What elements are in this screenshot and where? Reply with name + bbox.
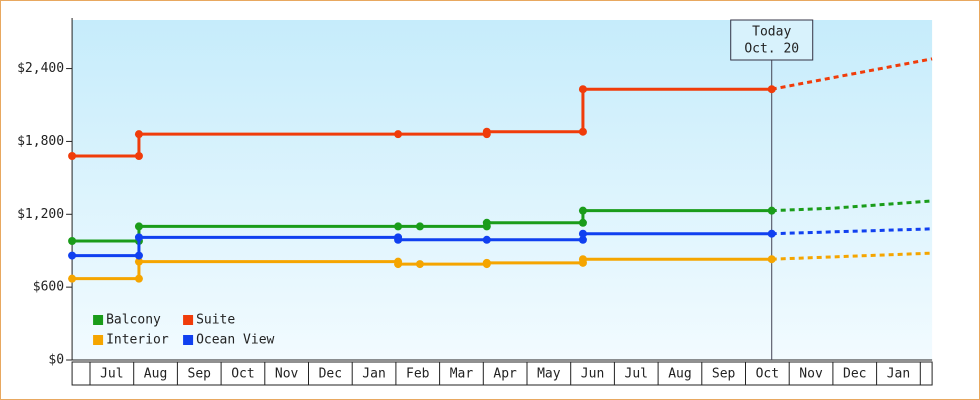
forecast-line — [771, 199, 933, 213]
x-tick-label: Nov — [799, 367, 823, 382]
point — [415, 222, 424, 231]
point — [134, 274, 143, 283]
x-tick-label: Dec — [319, 367, 342, 382]
x-tick-label: Feb — [406, 367, 430, 382]
point — [394, 222, 403, 231]
x-tick-label: Aug — [668, 367, 691, 382]
y-tick-label: $2,400 — [17, 61, 64, 76]
forecast-line — [771, 57, 933, 91]
x-tick-label: Oct — [231, 367, 254, 382]
point — [415, 260, 424, 269]
point — [394, 235, 403, 244]
today-label: Today — [752, 25, 791, 40]
point — [482, 218, 491, 227]
legend-swatch — [183, 335, 194, 345]
y-tick-label: $0 — [48, 353, 64, 368]
x-tick-label: Sep — [712, 367, 736, 382]
point — [134, 251, 143, 260]
y-tick-label: $1,200 — [17, 207, 64, 222]
point — [578, 229, 587, 238]
x-tick-label: Nov — [275, 367, 299, 382]
x-tick-label: Aug — [144, 367, 167, 382]
x-tick-label: Mar — [450, 367, 474, 382]
legend-label: Interior — [106, 333, 169, 348]
today-box — [730, 19, 814, 61]
legend-swatch — [93, 315, 104, 325]
point — [767, 229, 776, 238]
point — [134, 222, 143, 231]
x-tick-label: Apr — [493, 367, 517, 382]
x-tick-label: Jan — [887, 367, 910, 382]
point — [578, 206, 587, 215]
point — [68, 251, 77, 260]
point — [134, 257, 143, 266]
plot-area — [72, 20, 933, 360]
point — [68, 274, 77, 283]
point — [68, 152, 77, 160]
point — [482, 127, 491, 136]
point — [394, 260, 403, 269]
y-tick-label: $1,800 — [17, 134, 64, 149]
month-strip — [71, 361, 933, 386]
point — [767, 85, 776, 94]
x-tick-label: Sep — [188, 367, 212, 382]
point — [394, 130, 403, 139]
point — [482, 235, 491, 244]
point — [578, 127, 587, 136]
point — [767, 255, 776, 264]
point — [767, 206, 776, 215]
x-tick-label: May — [537, 367, 561, 382]
point — [68, 237, 77, 245]
y-tick-label: $600 — [33, 280, 64, 295]
x-tick-label: Oct — [756, 367, 779, 382]
point — [578, 218, 587, 227]
x-tick-label: Jul — [100, 367, 123, 382]
today-label: Oct. 20 — [744, 42, 799, 57]
point — [482, 258, 491, 267]
point — [578, 85, 587, 94]
x-tick-label: Dec — [843, 367, 866, 382]
point — [578, 235, 587, 244]
x-tick-label: Jul — [625, 367, 648, 382]
legend-swatch — [93, 335, 104, 345]
point — [134, 152, 143, 160]
legend-swatch — [183, 315, 194, 325]
point — [134, 130, 143, 139]
legend-label: Suite — [196, 313, 235, 328]
point — [134, 233, 143, 242]
point — [578, 255, 587, 264]
legend-label: Ocean View — [196, 333, 274, 348]
x-tick-label: Jun — [581, 367, 604, 382]
legend-label: Balcony — [106, 313, 161, 328]
x-tick-label: Jan — [362, 367, 385, 382]
